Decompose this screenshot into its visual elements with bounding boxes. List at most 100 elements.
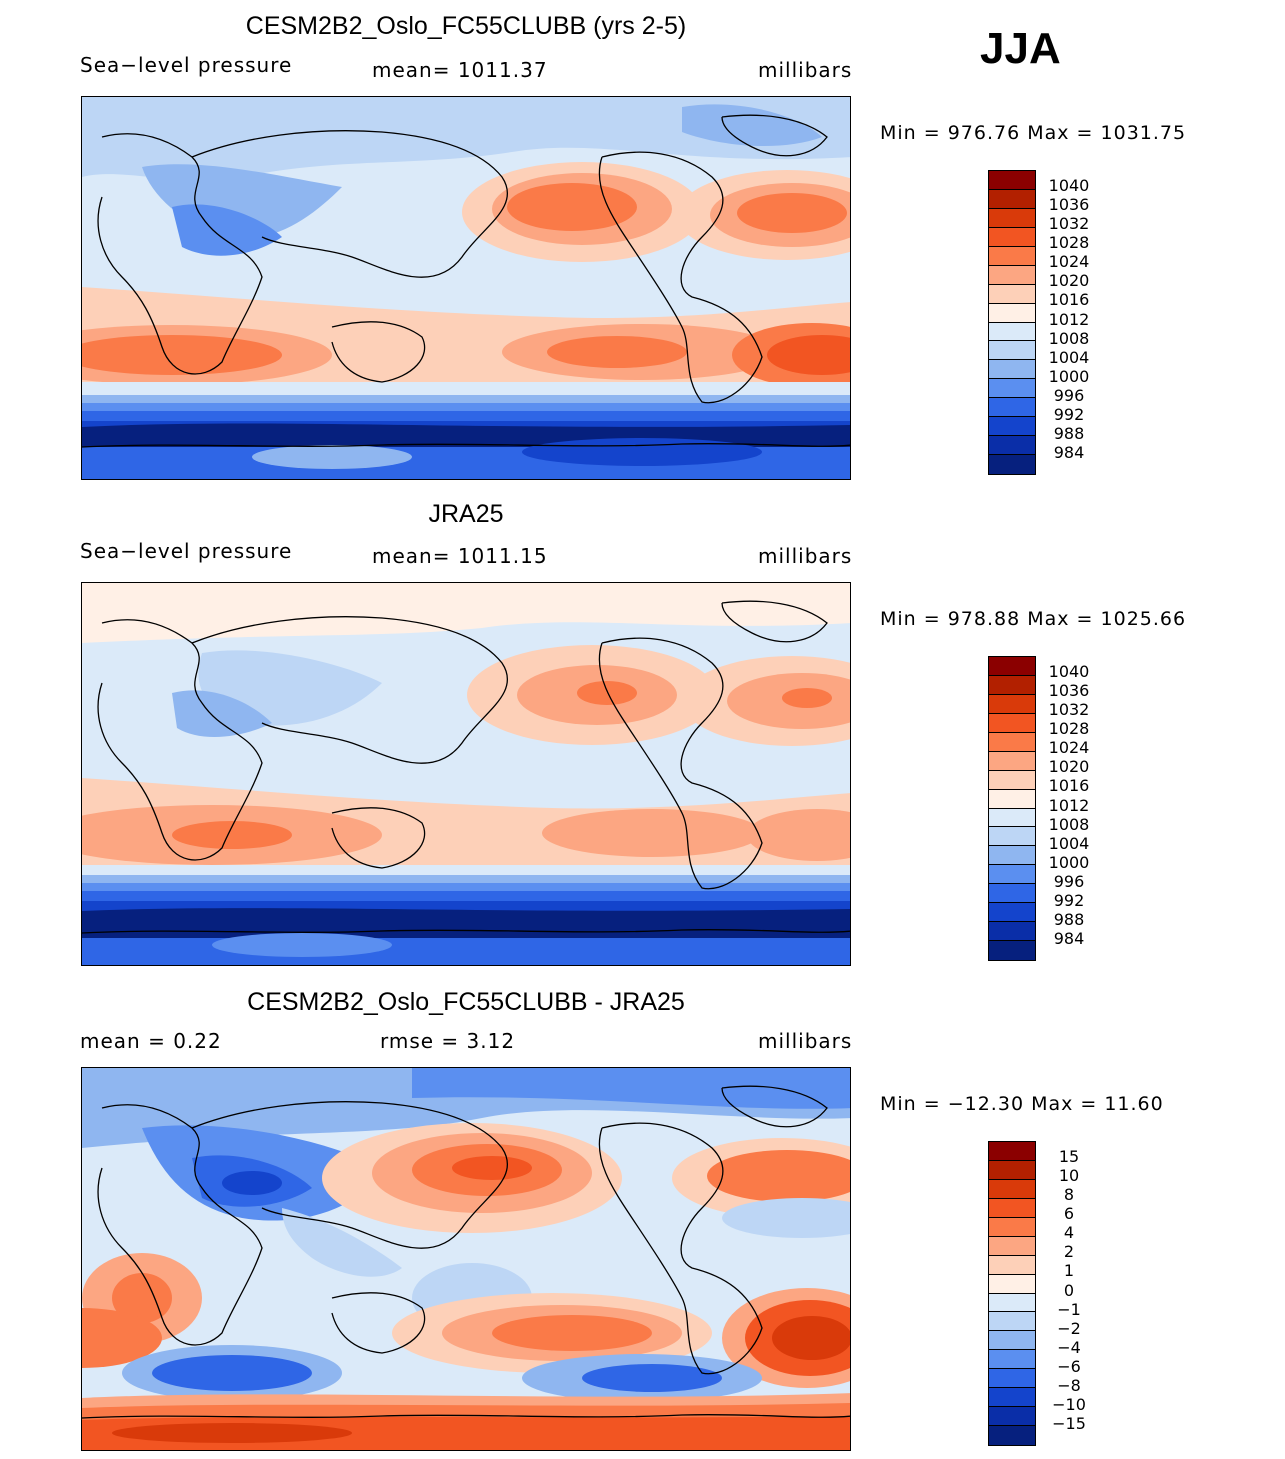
- colorbar-tick-label: 988: [1053, 423, 1085, 443]
- colorbar-swatch: [989, 1388, 1035, 1408]
- colorbar-tick-label: 0: [1063, 1280, 1075, 1300]
- colorbar-swatch: [989, 246, 1035, 266]
- colorbar-swatch: [989, 846, 1035, 866]
- colorbar-tick-label: −1: [1057, 1299, 1081, 1319]
- colorbar-swatch: [989, 732, 1035, 752]
- colorbar-tick-label: 1040: [1048, 662, 1090, 682]
- variable-label: Sea−level pressure: [80, 539, 293, 563]
- colorbar-tick-label: 1016: [1048, 290, 1090, 310]
- colorbar-tick-label: 984: [1053, 928, 1085, 948]
- colorbar-swatch: [989, 1142, 1035, 1161]
- colorbar-tick-label: 1012: [1048, 309, 1090, 329]
- colorbar-tick-label: 992: [1053, 890, 1085, 910]
- colorbar-swatch: [989, 1407, 1035, 1427]
- colorbar-swatch: [989, 1179, 1035, 1199]
- units-label: millibars: [758, 544, 853, 568]
- colorbar-swatch: [989, 1312, 1035, 1332]
- colorbar-swatch: [989, 284, 1035, 304]
- season-label: JJA: [980, 24, 1061, 73]
- colorbar-swatch: [989, 360, 1035, 380]
- colorbar-tick-label: 1020: [1048, 271, 1090, 291]
- colorbar-tick-label: 988: [1053, 909, 1085, 929]
- colorbar-tick-label: 1: [1063, 1261, 1075, 1281]
- colorbar-swatch: [989, 265, 1035, 285]
- colorbar-swatch: [989, 171, 1035, 190]
- colorbar-swatch: [989, 694, 1035, 714]
- colorbar-tick-label: 1032: [1048, 214, 1090, 234]
- colorbar-tick-label: 1016: [1048, 776, 1090, 796]
- colorbar-swatch: [989, 398, 1035, 418]
- colorbar-swatch: [989, 1426, 1035, 1445]
- colorbar-swatch: [989, 657, 1035, 676]
- colorbar-tick-label: −10: [1052, 1394, 1086, 1414]
- colorbar-swatch: [989, 1331, 1035, 1351]
- colorbar-tick-label: 1040: [1048, 176, 1090, 196]
- colorbar-swatch: [989, 903, 1035, 923]
- colorbar-tick-label: 996: [1053, 871, 1085, 891]
- colorbar-swatch: [989, 227, 1035, 247]
- panel-title: JRA25: [428, 500, 504, 528]
- colorbar-swatch: [989, 455, 1035, 474]
- colorbar-swatch: [989, 1198, 1035, 1218]
- units-label: millibars: [758, 1029, 853, 1053]
- colorbar-swatch: [989, 436, 1035, 456]
- colorbar-swatch: [989, 770, 1035, 790]
- colorbar-swatch: [989, 808, 1035, 828]
- map-obs-slp: [81, 582, 851, 966]
- colorbar-tick-label: 1004: [1048, 833, 1090, 853]
- colorbar-tick-label: 1004: [1048, 347, 1090, 367]
- minmax-label: Min = 978.88 Max = 1025.66: [880, 608, 1187, 630]
- colorbar-tick-label: 1008: [1048, 328, 1090, 348]
- mean-label: mean = 0.22: [80, 1029, 222, 1053]
- colorbar: [988, 1141, 1036, 1446]
- colorbar-swatch: [989, 322, 1035, 342]
- colorbar-swatch: [989, 379, 1035, 399]
- colorbar-tick-label: 15: [1058, 1147, 1080, 1167]
- colorbar: [988, 170, 1036, 475]
- colorbar-tick-label: 4: [1063, 1223, 1075, 1243]
- colorbar-tick-label: 1020: [1048, 757, 1090, 777]
- colorbar-swatch: [989, 751, 1035, 771]
- colorbar-swatch: [989, 1293, 1035, 1313]
- colorbar-swatch: [989, 675, 1035, 695]
- colorbar-swatch: [989, 208, 1035, 228]
- colorbar-tick-label: 1028: [1048, 233, 1090, 253]
- colorbar-tick-label: 1036: [1048, 195, 1090, 215]
- colorbar-swatch: [989, 1160, 1035, 1180]
- colorbar-tick-label: 992: [1053, 404, 1085, 424]
- colorbar-tick-label: 1032: [1048, 700, 1090, 720]
- colorbar-tick-label: 8: [1063, 1185, 1075, 1205]
- rmse-label: rmse = 3.12: [380, 1029, 516, 1053]
- colorbar-tick-label: 1000: [1048, 852, 1090, 872]
- colorbar-swatch: [989, 922, 1035, 942]
- colorbar-swatch: [989, 1274, 1035, 1294]
- colorbar-swatch: [989, 1350, 1035, 1370]
- colorbar-swatch: [989, 941, 1035, 960]
- colorbar-tick-label: −4: [1057, 1337, 1081, 1357]
- colorbar-swatch: [989, 713, 1035, 733]
- map-model-slp: [81, 96, 851, 480]
- colorbar-swatch: [989, 303, 1035, 323]
- variable-label: Sea−level pressure: [80, 53, 293, 77]
- colorbar-tick-label: 10: [1058, 1166, 1080, 1186]
- colorbar-swatch: [989, 1255, 1035, 1275]
- colorbar-tick-label: 1036: [1048, 681, 1090, 701]
- colorbar-tick-label: 1024: [1048, 252, 1090, 272]
- colorbar-tick-label: 2: [1063, 1242, 1075, 1262]
- colorbar-swatch: [989, 1217, 1035, 1237]
- colorbar-swatch: [989, 417, 1035, 437]
- colorbar-tick-label: 6: [1063, 1204, 1075, 1224]
- colorbar-swatch: [989, 827, 1035, 847]
- map-diff-slp: [81, 1067, 851, 1451]
- colorbar-tick-label: 1012: [1048, 795, 1090, 815]
- panel-title: CESM2B2_Oslo_FC55CLUBB (yrs 2-5): [245, 12, 687, 40]
- mean-label: mean= 1011.15: [372, 544, 548, 568]
- colorbar-tick-label: 1024: [1048, 738, 1090, 758]
- colorbar-tick-label: 996: [1053, 385, 1085, 405]
- colorbar-swatch: [989, 189, 1035, 209]
- colorbar-tick-label: 1000: [1048, 366, 1090, 386]
- minmax-label: Min = −12.30 Max = 11.60: [880, 1093, 1164, 1115]
- colorbar-swatch: [989, 884, 1035, 904]
- colorbar-swatch: [989, 1369, 1035, 1389]
- units-label: millibars: [758, 58, 853, 82]
